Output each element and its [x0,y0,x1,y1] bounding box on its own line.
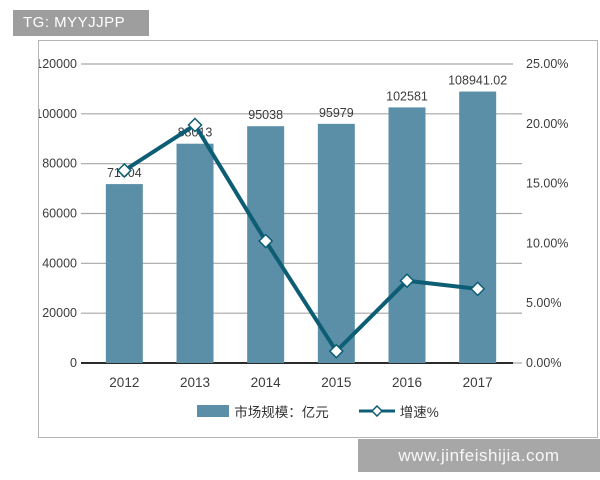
x-axis-label: 2012 [109,375,139,390]
tag-label: TG: MYYJJPP [23,14,126,31]
right-axis-tick-label: 10.00% [526,236,568,250]
chart-container: 120000 100000 80000 60000 40000 20000 0 25.00% 2… [38,40,598,438]
left-axis-tick-label: 120000 [39,57,77,71]
legend-line-label: 增速% [399,405,439,420]
bar-value-label: 102581 [386,89,428,103]
x-axis-label: 2014 [251,375,282,390]
bar-2013 [176,143,214,363]
bar-2012 [105,184,143,363]
left-axis-tick-label: 60000 [42,207,77,221]
right-axis-tick-label: 0.00% [526,356,561,370]
chart-legend: 市场规模：亿元 增速% [39,401,597,421]
legend-item-market-size: 市场规模：亿元 [197,401,329,421]
right-axis-tick-label: 5.00% [526,296,561,310]
left-axis-tick-label: 20000 [42,306,77,320]
left-axis-tick-label: 80000 [42,157,77,171]
right-axis-tick-label: 20.00% [526,117,568,131]
left-axis-tick-label: 100000 [39,107,77,121]
right-axis-tick-label: 25.00% [526,57,568,71]
legend-bar-swatch-icon [197,405,230,417]
x-axis-label: 2015 [321,375,351,390]
tag-badge: TG: MYYJJPP [13,10,149,36]
bar-2015 [317,123,355,363]
watermark: www.jinfeishijia.com [358,439,600,472]
bar-2017 [459,91,497,363]
right-axis-tick-label: 15.00% [526,177,568,191]
left-axis-tick-label: 0 [70,356,77,370]
growth-marker-2013 [187,117,203,133]
legend-bar-label: 市场规模：亿元 [234,405,329,420]
legend-line-swatch-icon [358,405,395,417]
x-axis-label: 2016 [392,375,422,390]
growth-marker-2014 [258,233,274,249]
bar-value-label: 108941.02 [448,74,507,88]
watermark-text: www.jinfeishijia.com [398,445,560,465]
growth-marker-2016 [399,273,415,289]
bar-2016 [388,107,426,363]
legend-item-growth: 增速% [358,401,439,421]
chart-plot: 120000 100000 80000 60000 40000 20000 0 25.00% 2… [39,57,568,390]
growth-line [123,122,478,354]
x-axis-label: 2017 [463,375,493,390]
growth-marker-2012 [116,162,132,179]
bar-value-label: 95038 [248,108,283,122]
bar-value-label: 95979 [319,106,354,120]
left-axis-tick-label: 40000 [42,256,77,270]
growth-marker-2017 [470,281,486,297]
growth-marker-2015 [328,343,344,359]
x-axis-label: 2013 [180,375,210,390]
